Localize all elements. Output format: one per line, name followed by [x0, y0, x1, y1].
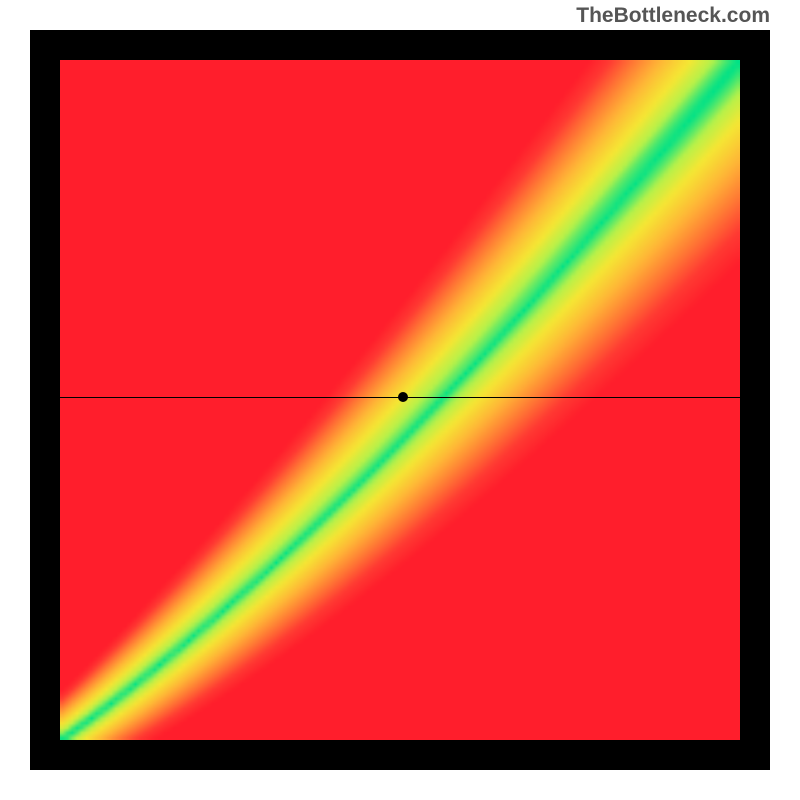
data-point-marker — [398, 392, 408, 402]
heatmap-area — [60, 60, 740, 740]
plot-frame — [30, 30, 770, 770]
chart-container: TheBottleneck.com — [0, 0, 800, 800]
attribution-label: TheBottleneck.com — [576, 4, 770, 28]
